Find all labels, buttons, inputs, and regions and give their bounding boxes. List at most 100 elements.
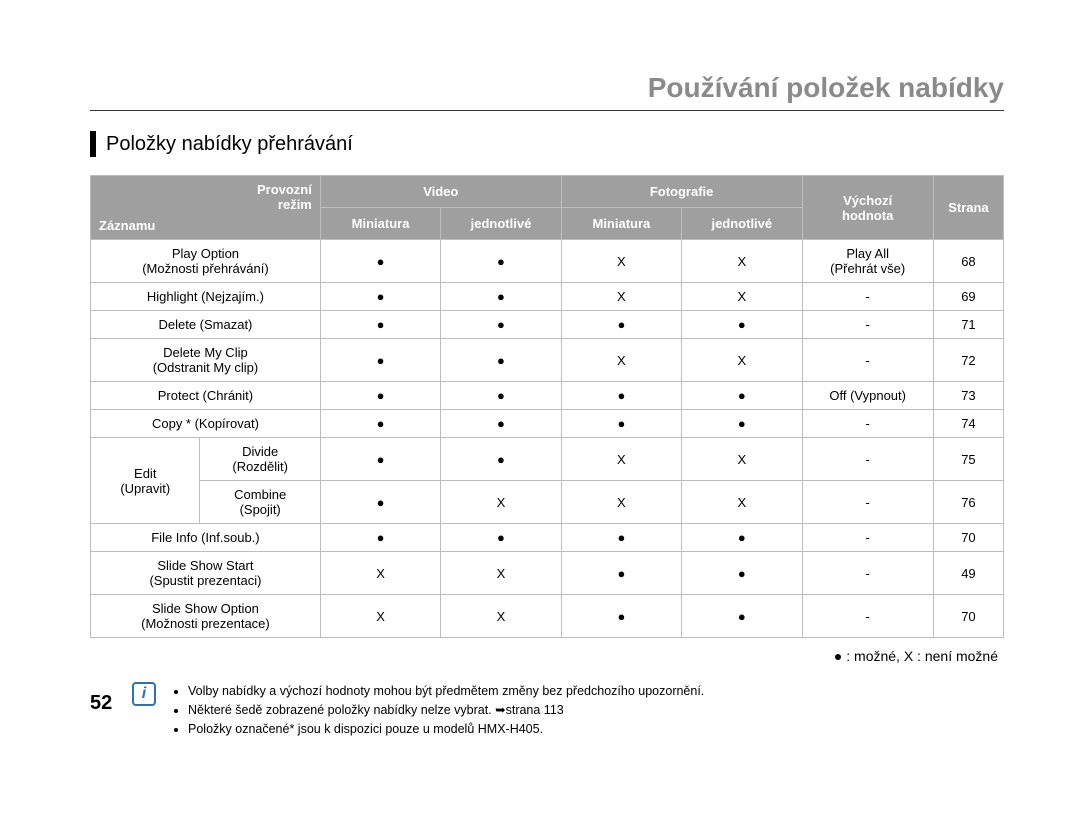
cell-photo-single: ● [682,410,802,438]
cell-photo-thumb: ● [561,552,681,595]
table-row: File Info (Inf.soub.)●●●●-70 [91,524,1004,552]
row-label: Protect (Chránit) [91,382,321,410]
page-number: 52 [90,682,118,715]
cell-video-thumb: ● [320,481,440,524]
table-header: Provozní režim Záznamu Video Fotografie … [91,176,1004,240]
cell-video-single: ● [441,438,561,481]
header-default: Výchozí hodnota [802,176,933,240]
cell-photo-thumb: ● [561,524,681,552]
cell-default: - [802,410,933,438]
cell-default: - [802,524,933,552]
section-title: Položky nabídky přehrávání [90,131,1004,157]
cell-photo-single: X [682,438,802,481]
notes-block: 52 i Volby nabídky a výchozí hodnoty moh… [90,682,1004,738]
row-label: Slide Show Start(Spustit prezentaci) [91,552,321,595]
cell-default: Off (Vypnout) [802,382,933,410]
cell-page: 69 [933,283,1003,311]
cell-photo-thumb: ● [561,311,681,339]
cell-photo-thumb: X [561,339,681,382]
header-video-thumb: Miniatura [320,208,440,240]
table-row: Play Option(Možnosti přehrávání)●●XXPlay… [91,240,1004,283]
cell-default: - [802,438,933,481]
header-mode-line1: Provozní [99,182,312,197]
cell-page: 49 [933,552,1003,595]
cell-photo-single: ● [682,311,802,339]
table-row: Copy * (Kopírovat)●●●●-74 [91,410,1004,438]
note-list: Volby nabídky a výchozí hodnoty mohou bý… [170,682,704,738]
cell-photo-thumb: X [561,438,681,481]
cell-photo-thumb: X [561,481,681,524]
cell-video-single: X [441,552,561,595]
header-mode-record: Provozní režim Záznamu [91,176,321,240]
header-record: Záznamu [99,212,312,233]
row-sublabel: Combine(Spojit) [200,481,320,524]
cell-page: 76 [933,481,1003,524]
header-page: Strana [933,176,1003,240]
cell-photo-single: ● [682,552,802,595]
table-row: Slide Show Option(Možnosti prezentace)XX… [91,595,1004,638]
header-video: Video [320,176,561,208]
cell-video-thumb: ● [320,283,440,311]
table-row: Protect (Chránit)●●●●Off (Vypnout)73 [91,382,1004,410]
table-body: Play Option(Možnosti přehrávání)●●XXPlay… [91,240,1004,638]
cell-photo-single: ● [682,595,802,638]
header-photo-thumb: Miniatura [561,208,681,240]
header-mode-line2: režim [99,197,312,212]
table-row: Delete (Smazat)●●●●-71 [91,311,1004,339]
cell-video-single: ● [441,240,561,283]
cell-video-thumb: ● [320,382,440,410]
cell-photo-thumb: ● [561,382,681,410]
cell-video-single: ● [441,339,561,382]
cell-page: 71 [933,311,1003,339]
header-video-single: jednotlivé [441,208,561,240]
table-legend: ● : možné, X : není možné [90,648,1004,664]
cell-default: - [802,283,933,311]
row-label: Delete (Smazat) [91,311,321,339]
header-photo: Fotografie [561,176,802,208]
cell-video-single: X [441,595,561,638]
cell-default: - [802,339,933,382]
cell-video-thumb: ● [320,410,440,438]
cell-photo-single: ● [682,382,802,410]
cell-default: - [802,311,933,339]
cell-photo-thumb: X [561,240,681,283]
row-label: Highlight (Nejzajím.) [91,283,321,311]
cell-video-single: ● [441,410,561,438]
cell-page: 68 [933,240,1003,283]
cell-page: 74 [933,410,1003,438]
cell-photo-thumb: ● [561,595,681,638]
cell-default: - [802,552,933,595]
row-label: Slide Show Option(Možnosti prezentace) [91,595,321,638]
document-page: Používání položek nabídky Položky nabídk… [0,0,1080,827]
header-photo-single: jednotlivé [682,208,802,240]
row-sublabel: Divide(Rozdělit) [200,438,320,481]
table-row: Highlight (Nejzajím.)●●XX-69 [91,283,1004,311]
cell-video-thumb: ● [320,240,440,283]
note-item: Položky označené* jsou k dispozici pouze… [188,720,704,739]
playback-menu-table: Provozní režim Záznamu Video Fotografie … [90,175,1004,638]
cell-default: - [802,481,933,524]
table-row: Slide Show Start(Spustit prezentaci)XX●●… [91,552,1004,595]
cell-video-thumb: X [320,552,440,595]
cell-photo-single: ● [682,524,802,552]
cell-video-single: ● [441,382,561,410]
cell-photo-thumb: ● [561,410,681,438]
cell-default: - [802,595,933,638]
row-label: File Info (Inf.soub.) [91,524,321,552]
cell-default: Play All(Přehrát vše) [802,240,933,283]
cell-video-single: ● [441,524,561,552]
cell-video-thumb: ● [320,311,440,339]
note-item: Některé šedě zobrazené položky nabídky n… [188,701,704,720]
cell-video-single: ● [441,311,561,339]
cell-photo-single: X [682,481,802,524]
note-icon: i [132,682,156,706]
row-label: Play Option(Možnosti přehrávání) [91,240,321,283]
note-item: Volby nabídky a výchozí hodnoty mohou bý… [188,682,704,701]
cell-page: 75 [933,438,1003,481]
cell-page: 70 [933,524,1003,552]
cell-video-thumb: ● [320,438,440,481]
cell-video-single: ● [441,283,561,311]
cell-video-single: X [441,481,561,524]
table-row: Edit(Upravit)Divide(Rozdělit)●●XX-75 [91,438,1004,481]
chapter-title: Používání položek nabídky [90,72,1004,111]
